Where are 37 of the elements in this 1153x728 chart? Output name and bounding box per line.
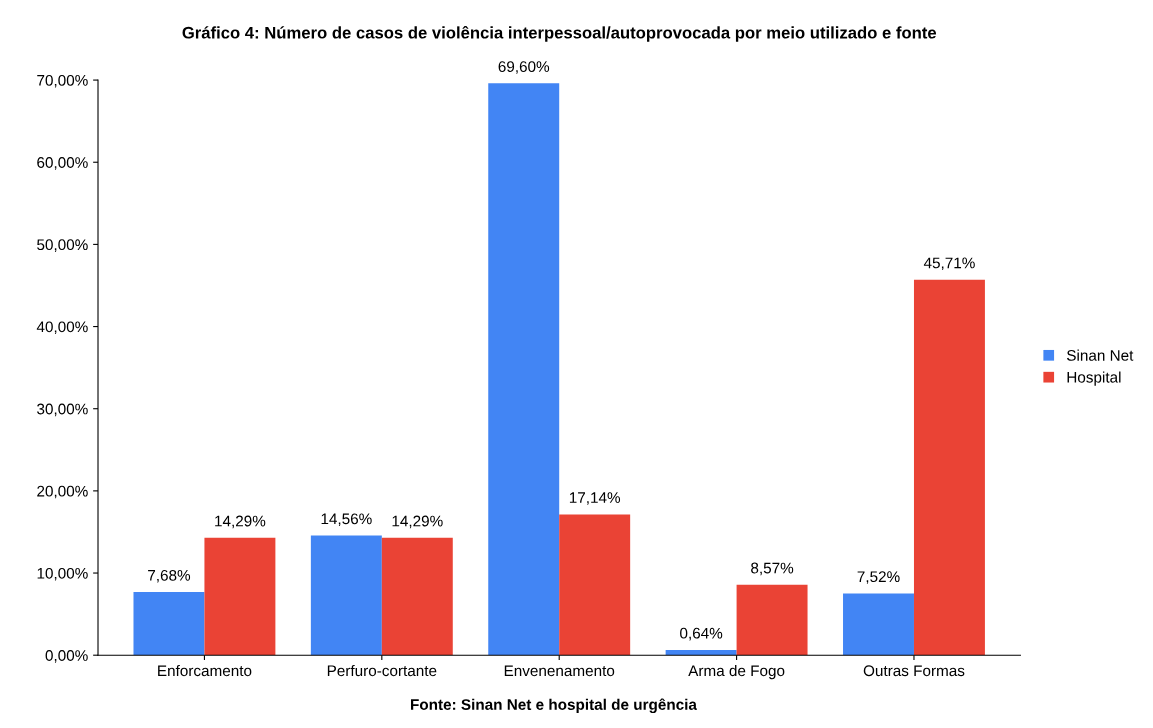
data-label: 17,14% — [569, 492, 621, 505]
y-tick-label: 10,00% — [37, 567, 88, 581]
bar — [310, 535, 382, 656]
data-label: 45,71% — [923, 257, 975, 271]
data-label: 14,29% — [392, 515, 443, 529]
bar — [381, 537, 453, 656]
data-label: 69,60% — [498, 61, 550, 74]
bar — [843, 593, 914, 656]
x-tick-label: Arma de Fogo — [688, 664, 785, 680]
data-label: 14,29% — [215, 515, 266, 529]
data-label: 7,68% — [148, 569, 191, 583]
x-tick-label: Envenenamento — [504, 665, 615, 677]
data-label: 14,56% — [321, 513, 372, 527]
x-tick-label: Enforcamento — [158, 664, 252, 677]
source-note: Fonte: Sinan Net e hospital de urgência — [411, 698, 698, 714]
bar — [913, 279, 985, 656]
y-tick-label: 60,00% — [37, 157, 88, 170]
x-tick-label: Outras Formas — [863, 665, 965, 677]
y-tick-label: 40,00% — [36, 321, 88, 335]
y-tick-label: 70,00% — [37, 74, 88, 88]
y-tick-label: 30,00% — [37, 403, 88, 417]
bar — [736, 584, 808, 656]
y-tick-label: 20,00% — [37, 485, 88, 499]
y-tick-label: 50,00% — [37, 239, 88, 252]
x-tick-label: Perfuro-cortante — [327, 664, 437, 677]
y-tick-label: 0,00% — [45, 650, 88, 663]
data-label: 8,57% — [751, 562, 794, 576]
bar — [133, 592, 205, 656]
bar — [204, 537, 276, 656]
data-label: 0,64% — [680, 627, 723, 641]
chart-title: Gráfico 4: Número de casos de violência interpessoal/autoprovocada por meio utilizado e fonte — [182, 25, 937, 42]
bar — [488, 83, 560, 656]
data-label: 7,52% — [857, 571, 900, 584]
bar — [665, 649, 737, 656]
bar — [559, 514, 631, 656]
legend-label: Hospital — [1067, 371, 1121, 386]
legend-label: Sinan Net — [1066, 349, 1134, 361]
